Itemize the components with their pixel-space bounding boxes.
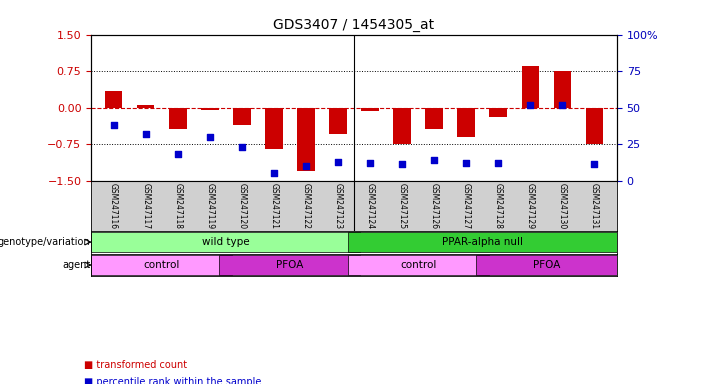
Bar [426,108,443,129]
FancyBboxPatch shape [348,232,617,252]
Text: genotype/variation: genotype/variation [0,237,90,247]
Point [204,134,215,140]
Bar [297,108,315,171]
Bar [489,108,507,117]
Text: GSM247126: GSM247126 [430,183,439,229]
Text: GSM247128: GSM247128 [494,183,503,229]
Bar [361,108,379,111]
Text: ■ percentile rank within the sample: ■ percentile rank within the sample [84,377,261,384]
Text: GSM247122: GSM247122 [301,183,311,229]
FancyBboxPatch shape [91,232,360,252]
Point [589,161,600,167]
Point [332,159,343,165]
Text: wild type: wild type [202,237,250,247]
Point [140,131,151,137]
Text: GSM247130: GSM247130 [558,183,567,229]
Bar [233,108,251,124]
Text: GSM247127: GSM247127 [462,183,470,229]
Text: GSM247129: GSM247129 [526,183,535,229]
Title: GDS3407 / 1454305_at: GDS3407 / 1454305_at [273,18,435,32]
Point [108,122,119,128]
Text: GSM247116: GSM247116 [109,183,118,229]
Text: GSM247123: GSM247123 [334,183,343,229]
Text: ■ transformed count: ■ transformed count [84,360,187,370]
Point [397,161,408,167]
FancyBboxPatch shape [219,255,360,275]
Point [268,170,280,176]
Text: GSM247121: GSM247121 [269,183,278,229]
Text: GSM247117: GSM247117 [141,183,150,229]
Point [461,160,472,166]
FancyBboxPatch shape [91,255,232,275]
Bar [393,108,411,144]
Point [428,157,440,163]
Bar [457,108,475,137]
Text: GSM247118: GSM247118 [173,183,182,229]
Point [493,160,504,166]
Bar [169,108,186,129]
Text: control: control [400,260,436,270]
Text: GSM247120: GSM247120 [238,183,246,229]
Bar [585,108,604,144]
Point [300,163,311,169]
Point [365,160,376,166]
FancyBboxPatch shape [348,255,489,275]
Text: PFOA: PFOA [533,260,560,270]
Text: PPAR-alpha null: PPAR-alpha null [442,237,523,247]
Bar [522,66,539,108]
Text: GSM247125: GSM247125 [397,183,407,229]
Bar [554,71,571,108]
Bar [137,105,154,108]
Text: GSM247124: GSM247124 [365,183,374,229]
Text: control: control [144,260,180,270]
Bar [201,108,219,110]
Bar [104,91,123,108]
FancyBboxPatch shape [476,255,617,275]
Text: GSM247119: GSM247119 [205,183,215,229]
Point [557,101,568,108]
Text: agent: agent [62,260,90,270]
Bar [329,108,347,134]
Bar [265,108,283,149]
Text: GSM247131: GSM247131 [590,183,599,229]
Point [236,144,247,150]
Point [172,151,183,157]
Text: PFOA: PFOA [276,260,304,270]
Point [525,101,536,108]
